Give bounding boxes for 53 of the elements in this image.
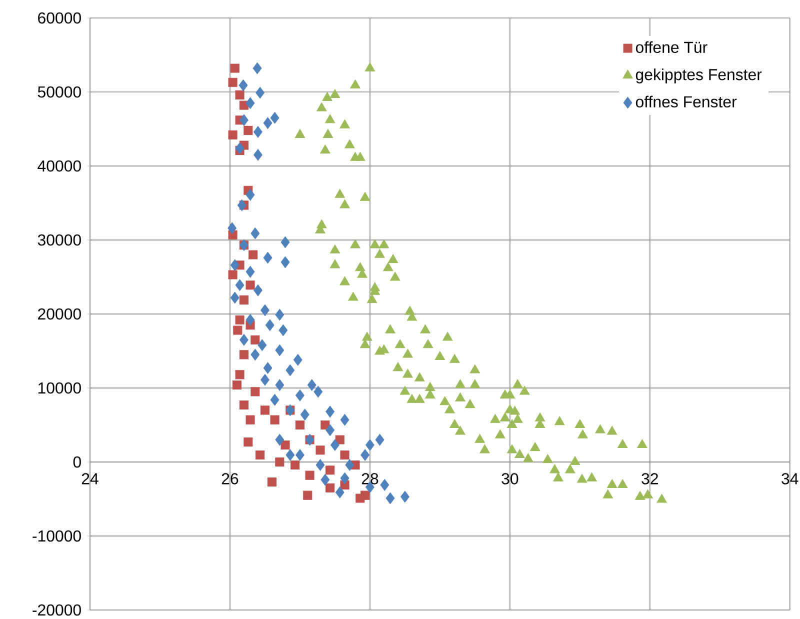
y-tick-label: 20000: [38, 308, 81, 320]
y-tick-label: 10000: [38, 382, 81, 394]
y-tick-label: 60000: [38, 12, 81, 24]
x-tick-label: 24: [82, 473, 98, 484]
point: [303, 490, 312, 500]
point: [267, 477, 276, 486]
point: [244, 437, 253, 447]
legend-label: offnes Fenster: [636, 96, 737, 108]
point: [290, 460, 300, 470]
point: [275, 457, 284, 466]
point: [235, 370, 244, 380]
point: [335, 435, 344, 444]
point: [244, 126, 253, 135]
point: [228, 130, 238, 140]
point: [232, 380, 242, 390]
legend-label: offene Tür: [636, 41, 708, 53]
y-tick-label: 40000: [38, 160, 81, 172]
point: [230, 64, 240, 73]
point: [260, 406, 270, 415]
point: [326, 466, 335, 475]
point: [316, 446, 325, 455]
point: [228, 270, 238, 280]
y-tick-label: 30000: [38, 234, 81, 246]
point: [305, 470, 314, 480]
point: [246, 415, 255, 424]
point: [250, 387, 260, 396]
point: [239, 400, 248, 410]
point: [340, 450, 350, 460]
y-tick-label: -20000: [32, 604, 81, 616]
y-tick-label: 0: [73, 456, 81, 468]
point: [246, 280, 255, 290]
point: [248, 250, 258, 260]
point: [360, 490, 370, 500]
point: [233, 326, 242, 335]
x-tick-label: 32: [642, 473, 658, 484]
point: [280, 440, 290, 450]
point: [235, 315, 244, 324]
point: [250, 335, 260, 344]
y-tick-label: 50000: [38, 86, 81, 98]
y-tick-label: -10000: [32, 530, 81, 542]
point: [235, 90, 244, 100]
x-tick-label: 34: [782, 473, 798, 484]
point: [326, 483, 335, 492]
point: [239, 350, 248, 360]
point: [270, 415, 280, 424]
point: [239, 295, 248, 304]
x-tick-label: 28: [362, 473, 378, 484]
legend-label: gekipptes Fenster: [636, 68, 762, 84]
x-tick-label: 26: [222, 473, 238, 484]
point: [256, 450, 265, 460]
point: [228, 78, 238, 87]
point: [295, 420, 304, 430]
x-tick-label: 30: [502, 473, 518, 484]
